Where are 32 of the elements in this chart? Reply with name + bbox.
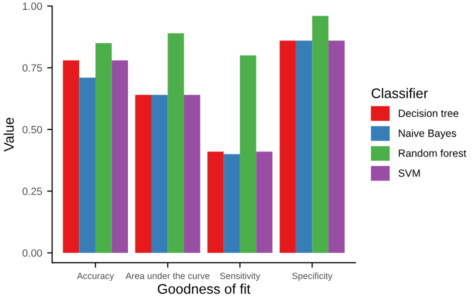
legend-label: Random forest — [398, 149, 466, 157]
bar — [312, 16, 328, 253]
y-tick-label: 0.75 — [22, 64, 42, 72]
bar — [328, 40, 345, 253]
bar — [207, 152, 224, 253]
legend-label: Decision tree — [398, 109, 458, 118]
y-tick-label: 0.50 — [22, 126, 42, 134]
bar — [240, 55, 256, 253]
x-tick-label: Specificity — [292, 272, 332, 281]
bar — [280, 40, 296, 253]
bar — [151, 94, 168, 253]
bar — [224, 154, 240, 253]
y-tick-label: 0.25 — [22, 188, 42, 196]
y-axis-title: Value — [4, 118, 14, 152]
legend-title: Classifier — [372, 88, 428, 98]
x-tick-label: Sensitivity — [220, 272, 260, 281]
bar — [168, 33, 184, 253]
x-tick-label: Area under the curve — [126, 272, 210, 280]
bar — [184, 94, 200, 253]
y-tick-label: 0.00 — [22, 249, 42, 257]
legend-label: SVM — [398, 169, 420, 177]
bar — [62, 60, 80, 253]
bar — [135, 94, 152, 253]
bar — [112, 60, 128, 253]
x-tick-label: Accuracy — [76, 272, 114, 281]
legend-label: Naive Bayes — [398, 129, 456, 140]
bar — [296, 40, 312, 253]
bar — [79, 78, 96, 253]
bar — [256, 152, 272, 253]
x-axis-title: Goodness of fit — [158, 284, 250, 294]
y-tick-label: 1.00 — [22, 2, 42, 10]
bar — [95, 43, 112, 253]
